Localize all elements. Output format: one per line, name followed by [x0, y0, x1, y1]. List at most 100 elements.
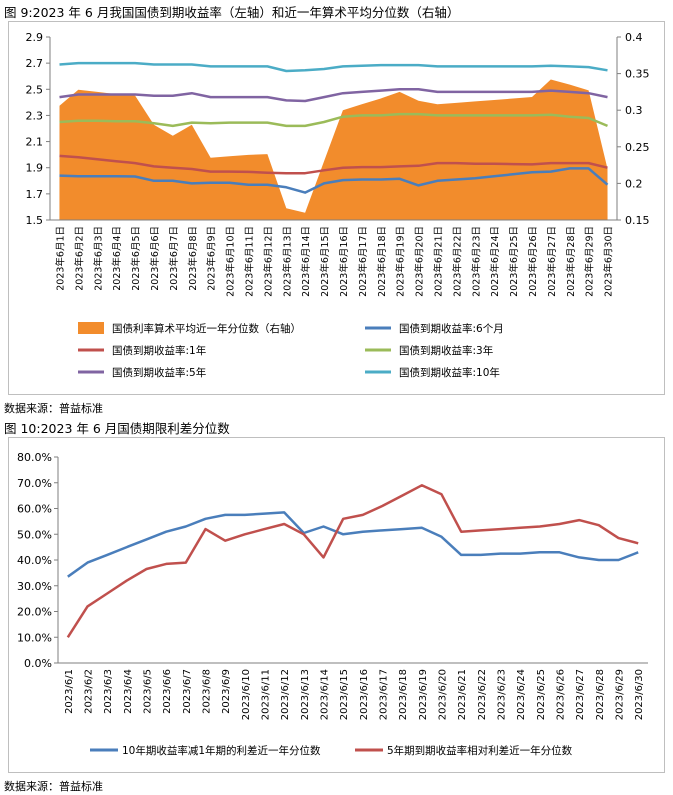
fig9-x-tick-label: 2023年6月25日 [508, 226, 520, 297]
fig9-series-line-5 [59, 61, 608, 73]
fig10-x-tick-label: 2023/6/12 [280, 669, 291, 720]
fig10-x-tick-label: 2023/6/11 [261, 669, 272, 720]
fig9-right-tick-label: 0.15 [625, 214, 650, 227]
fig10-y-tick-label: 0.0% [24, 657, 52, 670]
fig10-y-tick-label: 80.0% [17, 451, 52, 464]
fig9-left-tick-label: 1.7 [26, 188, 44, 201]
fig10-x-tick-label: 2023/6/10 [241, 669, 252, 720]
fig9-legend-label: 国债利率算术平均近一年分位数（右轴） [112, 322, 301, 335]
fig10-x-tick-label: 2023/6/19 [418, 669, 429, 720]
fig10-y-tick-label: 20.0% [17, 606, 52, 619]
fig10-x-tick-label: 2023/6/27 [575, 669, 586, 720]
fig9-x-tick-label: 2023年6月8日 [187, 226, 199, 291]
fig9-x-tick-label: 2023年6月29日 [584, 226, 596, 297]
fig10-x-tick-label: 2023/6/30 [634, 669, 645, 720]
fig9-right-tick-label: 0.35 [625, 68, 650, 81]
fig9-x-tick-label: 2023年6月15日 [319, 226, 331, 297]
fig9-x-tick-label: 2023年6月13日 [281, 226, 293, 297]
fig9-x-tick-label: 2023年6月14日 [300, 226, 312, 297]
fig10-x-tick-label: 2023/6/29 [615, 669, 626, 720]
fig9-right-tick-label: 0.2 [625, 177, 643, 190]
fig9-left-tick-label: 1.9 [26, 162, 44, 175]
fig9-left-tick-label: 2.7 [26, 57, 44, 70]
fig9-x-tick-label: 2023年6月11日 [243, 226, 255, 297]
fig9-left-tick-label: 2.3 [26, 109, 44, 122]
fig9-x-tick-label: 2023年6月16日 [338, 226, 350, 297]
fig9-legend-swatch-area [78, 322, 104, 334]
fig9-x-tick-label: 2023年6月12日 [262, 226, 274, 297]
fig10-x-tick-label: 2023/6/22 [477, 669, 488, 720]
fig10-y-tick-label: 70.0% [17, 477, 52, 490]
fig10-y-tick-label: 40.0% [17, 554, 52, 567]
fig9-legend-label: 国债到期收益率:1年 [112, 344, 206, 357]
fig10-x-tick-label: 2023/6/1 [64, 669, 75, 714]
fig9-x-tick-label: 2023年6月10日 [225, 226, 237, 297]
fig10-y-tick-label: 50.0% [17, 528, 52, 541]
fig10-x-tick-label: 2023/6/23 [497, 669, 508, 720]
fig10-x-tick-label: 2023/6/24 [516, 669, 527, 720]
fig10-chart-frame [8, 437, 665, 773]
fig9-source: 数据来源：普益标准 [4, 402, 103, 415]
fig10-x-tick-label: 2023/6/18 [398, 669, 409, 720]
fig10-x-tick-label: 2023/6/26 [556, 669, 567, 720]
fig10-y-tick-label: 10.0% [17, 631, 52, 644]
fig10-x-tick-label: 2023/6/16 [359, 669, 370, 720]
fig9-x-tick-label: 2023年6月1日 [54, 226, 66, 291]
fig10-source: 数据来源：普益标准 [4, 780, 103, 793]
fig9-chart-frame [8, 21, 665, 395]
fig10-x-tick-label: 2023/6/6 [162, 669, 173, 714]
fig9-x-tick-label: 2023年6月2日 [73, 226, 85, 291]
fig10-legend-label: 5年期到期收益率相对利差近一年分位数 [387, 744, 573, 757]
fig10-x-tick-label: 2023/6/17 [379, 669, 390, 720]
fig10-x-tick-label: 2023/6/7 [182, 669, 193, 714]
fig9-caption: 图 9:2023 年 6 月我国国债到期收益率（左轴）和近一年算术平均分位数（右… [4, 5, 460, 20]
fig10-x-tick-label: 2023/6/9 [221, 669, 232, 714]
fig10-y-tick-label: 30.0% [17, 580, 52, 593]
fig10-x-tick-label: 2023/6/15 [339, 669, 350, 720]
fig9-series-line-2 [59, 154, 608, 175]
fig9-legend-label: 国债到期收益率:6个月 [399, 322, 504, 335]
fig10-caption: 图 10:2023 年 6 月国债期限利差分位数 [4, 421, 230, 436]
fig10-x-tick-label: 2023/6/4 [123, 669, 134, 714]
fig10-y-tick-label: 60.0% [17, 503, 52, 516]
fig9-x-tick-label: 2023年6月28日 [565, 226, 577, 297]
fig9-x-tick-label: 2023年6月23日 [470, 226, 482, 297]
fig9-x-tick-label: 2023年6月26日 [527, 226, 539, 297]
fig9-x-tick-label: 2023年6月7日 [168, 226, 180, 291]
fig9-x-tick-label: 2023年6月3日 [92, 226, 104, 291]
fig10-x-tick-label: 2023/6/2 [84, 669, 95, 714]
fig9-x-tick-label: 2023年6月21日 [432, 226, 444, 297]
fig9-area-percentile [59, 79, 608, 220]
fig10-series-line-1 [67, 511, 639, 578]
fig9-x-tick-label: 2023年6月22日 [451, 226, 463, 297]
fig9-left-tick-label: 2.5 [26, 83, 44, 96]
fig9-x-tick-label: 2023年6月27日 [546, 226, 558, 297]
fig9-x-tick-label: 2023年6月19日 [395, 226, 407, 297]
fig10-x-tick-label: 2023/6/21 [457, 669, 468, 720]
fig10-x-tick-label: 2023/6/8 [202, 669, 213, 714]
fig9-legend-label: 国债到期收益率:5年 [112, 366, 206, 379]
fig9-series-line-1 [59, 167, 609, 194]
fig10-series-line-2 [66, 484, 639, 638]
fig9-series-line-3 [59, 112, 608, 128]
fig9-x-tick-label: 2023年6月6日 [149, 226, 161, 291]
fig9-left-tick-label: 1.5 [26, 214, 44, 227]
fig10-x-tick-label: 2023/6/28 [595, 669, 606, 720]
fig9-legend-label: 国债到期收益率:3年 [399, 344, 493, 357]
fig10-x-tick-label: 2023/6/20 [438, 669, 449, 720]
fig10-x-tick-label: 2023/6/5 [143, 669, 154, 714]
fig9-x-tick-label: 2023年6月17日 [357, 226, 369, 297]
fig9-right-tick-label: 0.25 [625, 141, 650, 154]
fig9-left-tick-label: 2.1 [26, 136, 44, 149]
fig9-series-line-4 [59, 88, 608, 103]
fig10-x-tick-label: 2023/6/3 [103, 669, 114, 714]
fig10-x-tick-label: 2023/6/13 [300, 669, 311, 720]
fig9-x-tick-label: 2023年6月20日 [414, 226, 426, 297]
fig9-right-tick-label: 0.3 [625, 104, 643, 117]
fig9-x-tick-label: 2023年6月30日 [603, 226, 615, 297]
fig9-left-tick-label: 2.9 [26, 31, 44, 44]
fig9-x-tick-label: 2023年6月5日 [130, 226, 142, 291]
fig10-x-tick-label: 2023/6/14 [320, 669, 331, 720]
fig10-legend-label: 10年期收益率减1年期的利差近一年分位数 [122, 744, 321, 757]
